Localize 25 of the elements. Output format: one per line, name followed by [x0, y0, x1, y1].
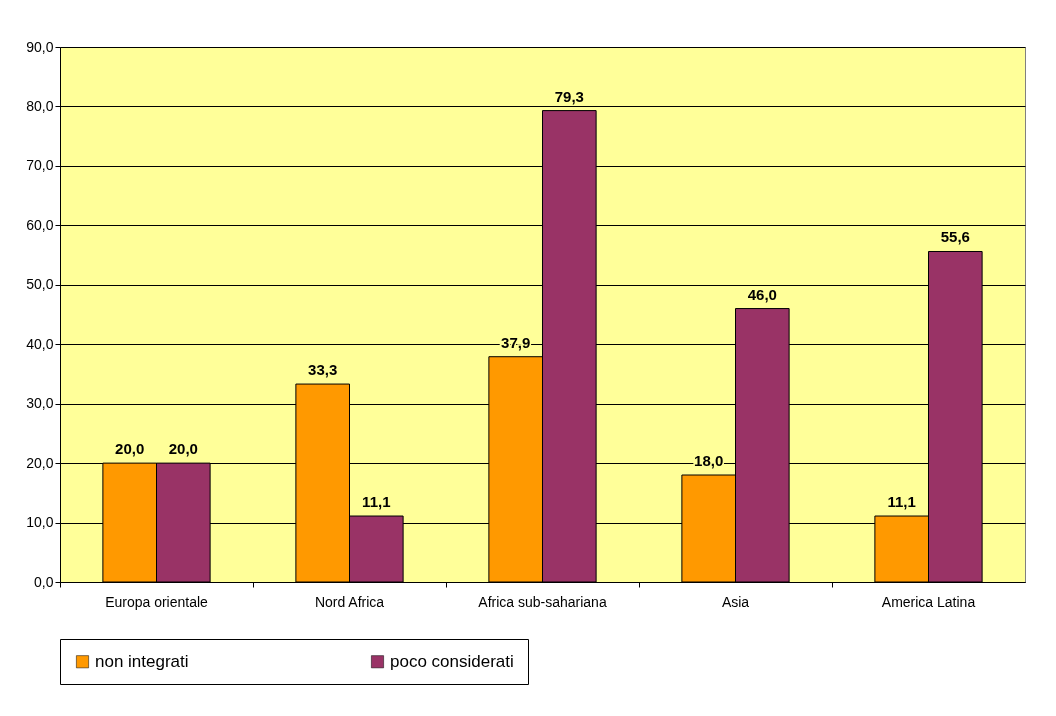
- y-tick-label: 20,0: [26, 454, 54, 471]
- data-label: 11,1: [362, 493, 391, 511]
- y-tick-label: 90,0: [26, 38, 54, 55]
- y-tick-label: 0,0: [34, 573, 54, 590]
- data-label: 79,3: [554, 87, 584, 105]
- data-label: 33,3: [308, 361, 338, 379]
- data-label: 20,0: [115, 440, 145, 458]
- legend-label: non integrati: [95, 651, 189, 671]
- y-tick-label: 40,0: [26, 335, 54, 352]
- data-label: 55,6: [940, 228, 970, 246]
- legend-label: poco considerati: [390, 651, 514, 671]
- y-tick-label: 80,0: [26, 97, 54, 114]
- y-tick-label: 60,0: [26, 216, 54, 233]
- x-tick-label: Asia: [721, 593, 750, 610]
- data-label: 46,0: [747, 285, 777, 303]
- x-tick-label: Africa sub-sahariana: [478, 593, 607, 610]
- y-tick-label: 50,0: [26, 276, 54, 293]
- x-tick-label: Europa orientale: [105, 593, 209, 610]
- data-label: 11,1: [887, 493, 916, 511]
- data-label: 20,0: [168, 440, 198, 458]
- y-tick-label: 70,0: [26, 157, 54, 174]
- y-tick-label: 10,0: [26, 514, 54, 531]
- x-tick-label: America Latina: [881, 593, 976, 610]
- x-tick-label: Nord Africa: [314, 593, 385, 610]
- y-tick-label: 30,0: [26, 395, 54, 412]
